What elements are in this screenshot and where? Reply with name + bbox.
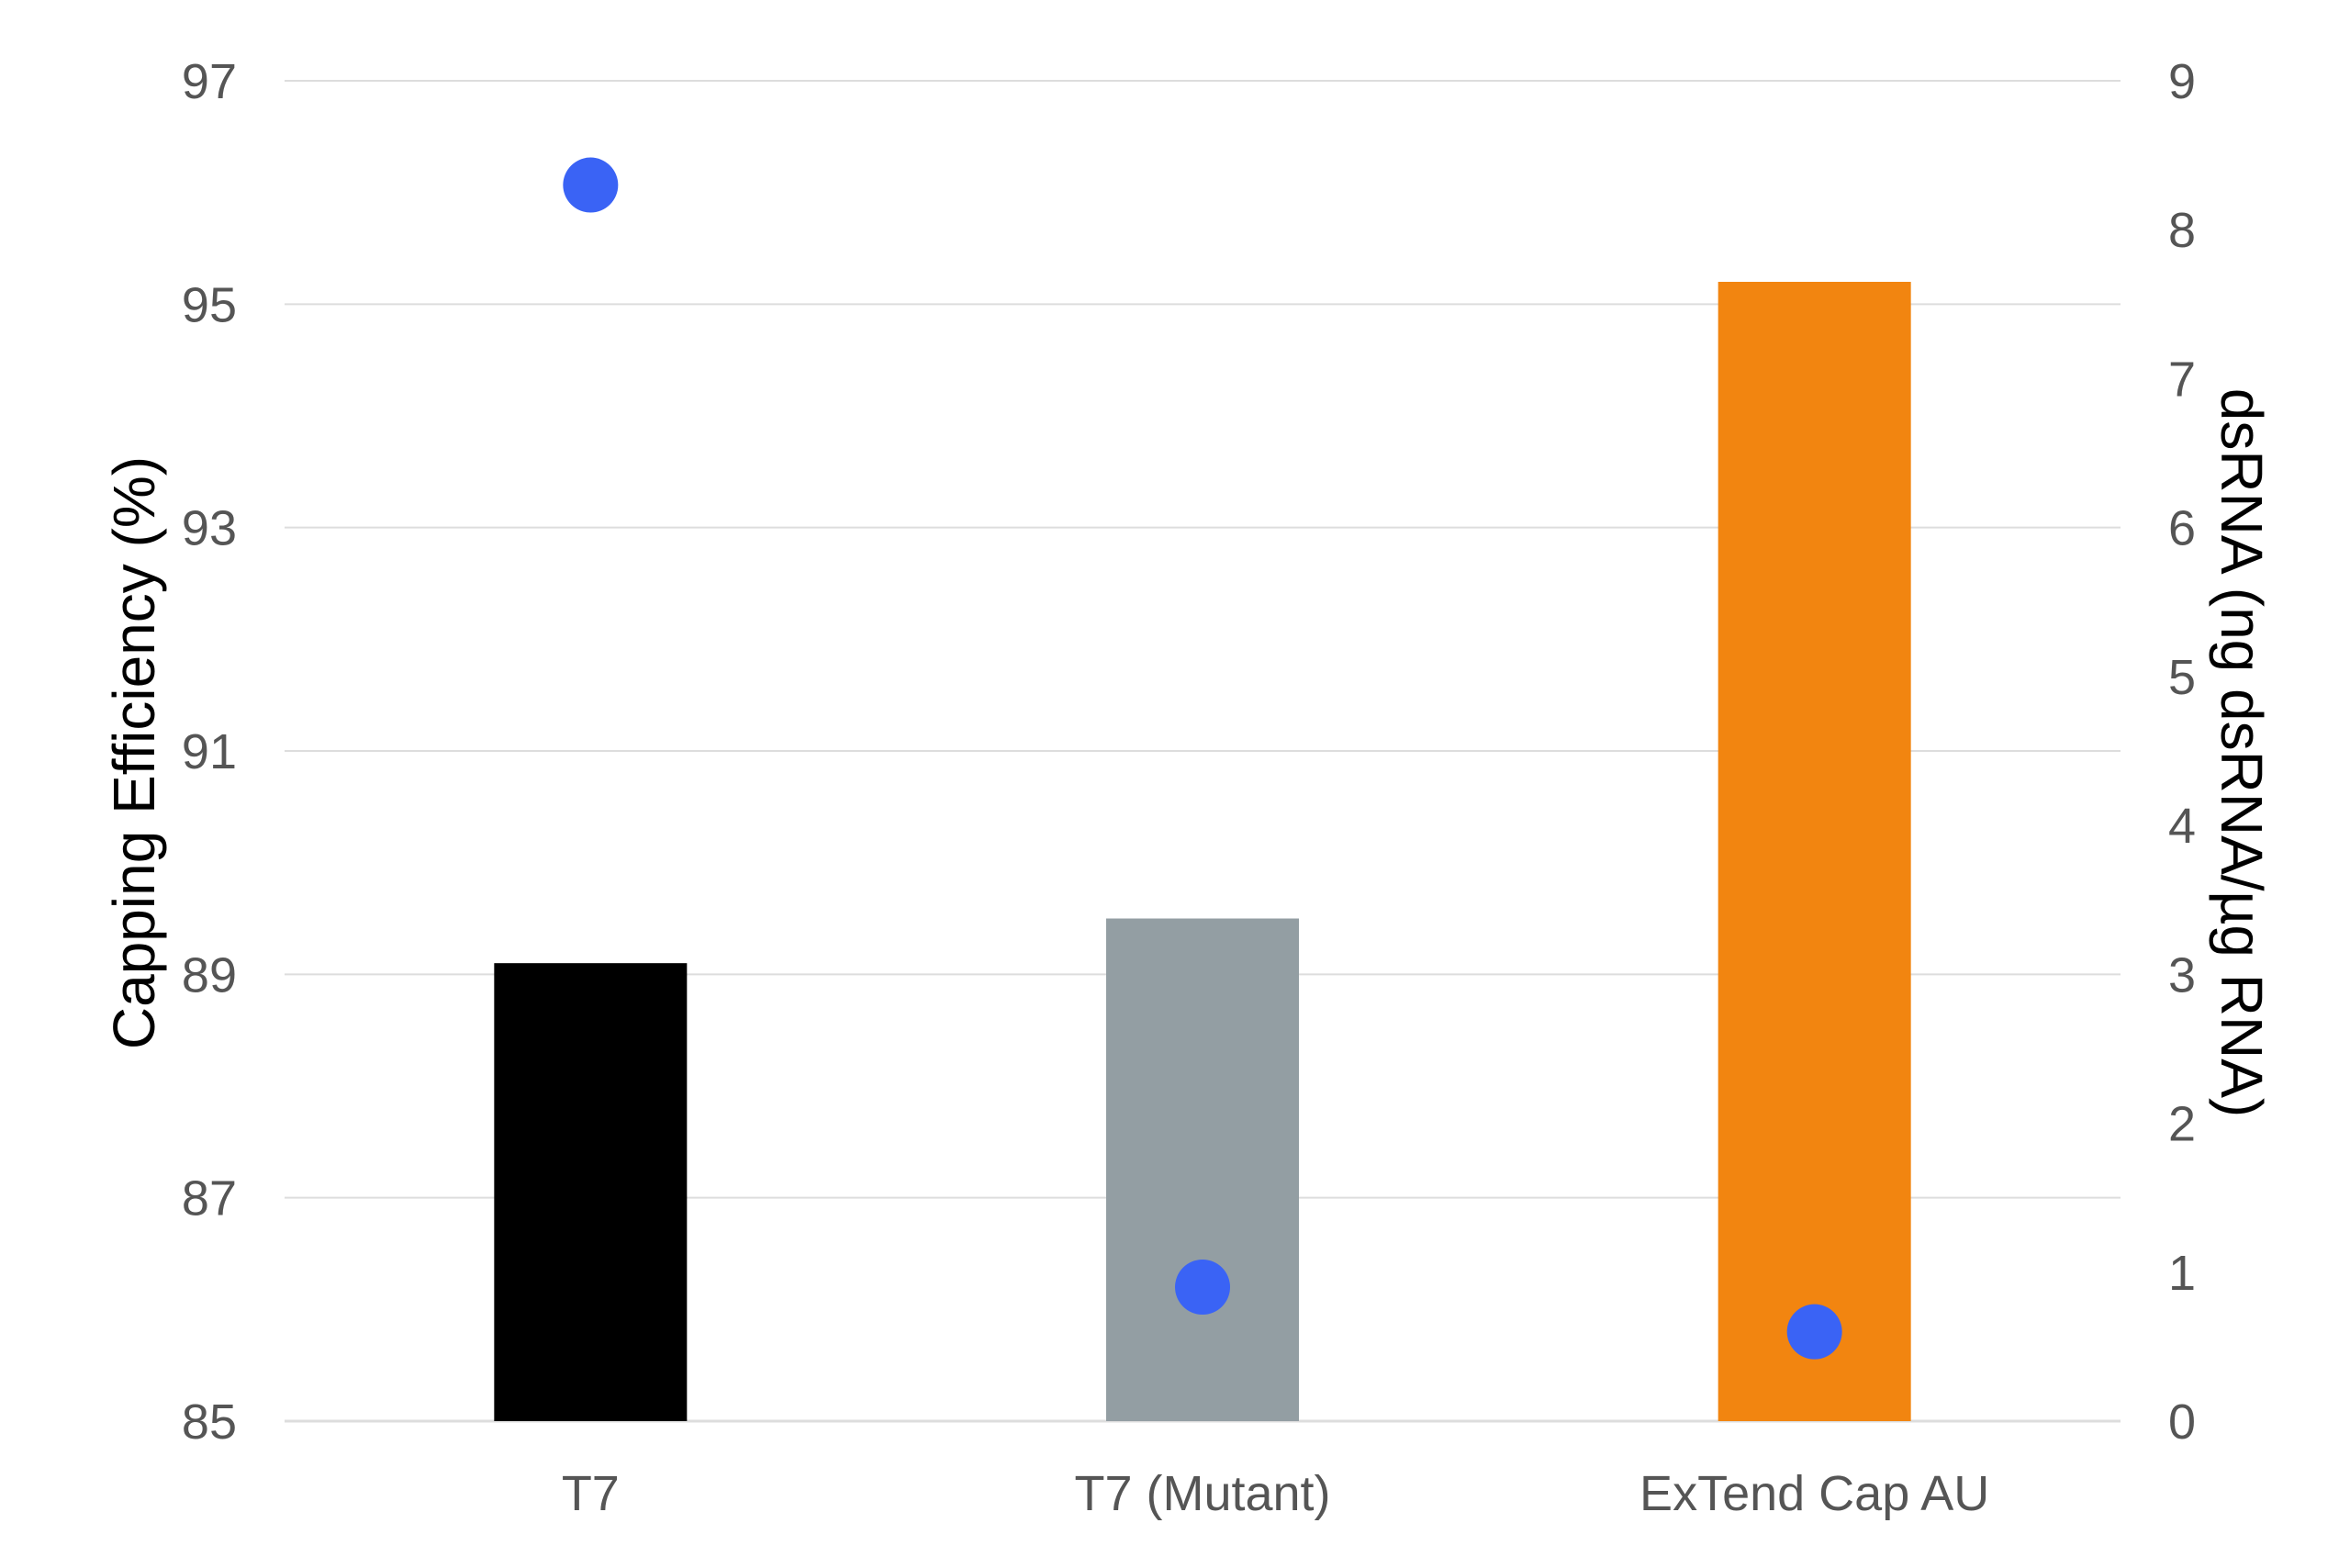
right-axis-ticks: 0 1 2 3 4 5 6 7 8 9 [2168, 54, 2196, 1450]
right-tick-label: 1 [2168, 1246, 2196, 1301]
category-label: T7 (Mutant) [1074, 1466, 1330, 1521]
left-tick-label: 95 [182, 277, 237, 332]
right-axis-title: dsRNA (ng dsRNA/µg RNA) [2209, 388, 2275, 1117]
bar [494, 963, 688, 1421]
right-tick-label: 0 [2168, 1394, 2196, 1450]
left-axis-ticks: 85 87 89 91 93 95 97 [182, 54, 237, 1450]
right-tick-label: 5 [2168, 650, 2196, 705]
category-label: ExTend Cap AU [1639, 1466, 1989, 1521]
left-tick-label: 91 [182, 724, 237, 779]
point [1175, 1260, 1230, 1315]
right-tick-label: 4 [2168, 799, 2196, 854]
left-tick-label: 89 [182, 947, 237, 1002]
left-tick-label: 97 [182, 54, 237, 109]
left-tick-label: 93 [182, 501, 237, 556]
left-axis-title: Capping Efficiency (%) [101, 456, 167, 1049]
right-tick-label: 7 [2168, 352, 2196, 407]
right-tick-label: 2 [2168, 1097, 2196, 1152]
point [563, 157, 619, 213]
right-tick-label: 9 [2168, 54, 2196, 109]
left-tick-label: 85 [182, 1394, 237, 1450]
bar [1718, 282, 1911, 1421]
right-tick-label: 6 [2168, 501, 2196, 556]
bar [1106, 918, 1299, 1421]
right-tick-label: 3 [2168, 947, 2196, 1002]
category-label: T7 [562, 1466, 620, 1521]
right-tick-label: 8 [2168, 203, 2196, 258]
left-tick-label: 87 [182, 1171, 237, 1226]
point [1786, 1304, 1842, 1360]
category-labels: T7 T7 (Mutant) ExTend Cap AU [562, 1466, 1989, 1521]
bars [494, 282, 1911, 1421]
points [563, 157, 1842, 1360]
